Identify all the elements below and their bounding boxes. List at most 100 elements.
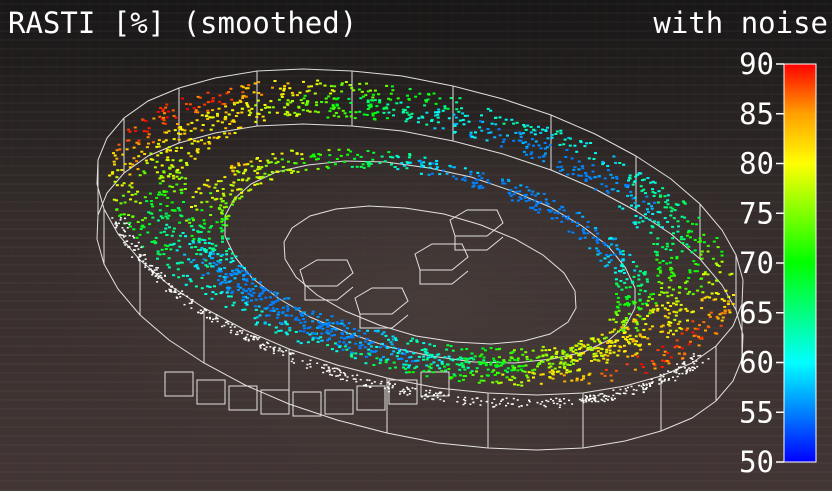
rasti-sample-point [234,255,238,258]
rasti-sample-point [427,365,431,368]
rasti-sample-point [423,350,427,353]
rasti-sample-point [283,297,286,300]
rasti-sample-point [425,364,429,367]
rasti-sample-point [333,85,337,88]
rasti-sample-point [367,348,371,351]
noise-point [549,398,552,400]
noise-point [354,378,357,380]
rasti-sample-point [367,104,371,107]
rasti-sample-point [127,190,131,193]
rasti-sample-point [172,190,176,193]
noise-point [584,395,587,397]
noise-point [301,360,304,362]
rasti-sample-point [426,356,430,359]
colorbar-tick-label: 85 [739,97,774,131]
rasti-sample-point [616,190,620,193]
rasti-sample-point [207,242,211,245]
rasti-sample-point [726,303,730,306]
rasti-sample-point [112,152,115,155]
rasti-sample-point [242,172,246,175]
rasti-sample-point [179,261,183,264]
rasti-sample-point [208,226,212,229]
rasti-sample-point [264,296,268,299]
rasti-sample-point [681,200,685,203]
rasti-sample-point [165,150,169,153]
rasti-sample-point [331,103,335,106]
rasti-sample-point [150,240,154,243]
rasti-sample-point [158,253,162,256]
noise-point [174,288,177,290]
noise-point [136,245,139,247]
rasti-sample-point [231,109,235,112]
noise-point [388,382,391,385]
rasti-sample-point [368,106,372,109]
rasti-sample-point [432,92,436,95]
rasti-sample-point [200,209,204,212]
rasti-sample-point [633,269,637,272]
rasti-sample-point [651,180,655,183]
rasti-sample-point [430,172,434,175]
rasti-sample-point [679,303,683,306]
rasti-sample-point [315,158,318,161]
noise-point [501,398,504,401]
rasti-sample-point [613,344,617,347]
rasti-sample-point [220,211,224,214]
noise-point [399,390,402,393]
rasti-sample-point [159,175,163,177]
rasti-sample-point [327,323,331,326]
rasti-sample-point [693,327,697,330]
rasti-sample-point [605,190,609,193]
rasti-sample-point [257,92,261,94]
rasti-sample-point [156,257,159,260]
noise-point [672,376,674,378]
rasti-sample-point [643,290,647,293]
rasti-sample-point [236,289,240,291]
rasti-sample-point [333,163,337,166]
rasti-sample-point [183,188,187,190]
rasti-sample-point [587,157,591,160]
rasti-sample-point [236,285,240,288]
rasti-sample-point [247,114,251,117]
noise-point [437,392,440,395]
noise-point [383,387,386,390]
rasti-sample-point [652,243,656,245]
rasti-sample-point [569,347,573,350]
rasti-sample-point [332,334,336,336]
rasti-sample-point [655,251,659,254]
rasti-sample-point [320,101,324,103]
rasti-sample-point [441,169,445,172]
rasti-sample-point [328,110,332,113]
rasti-sample-point [534,140,538,143]
rasti-sample-point [646,315,649,318]
rasti-sample-point [672,333,675,336]
rasti-sample-point [365,161,369,164]
noise-point [552,400,555,402]
rasti-sample-point [280,152,284,155]
rasti-sample-point [391,338,395,341]
rasti-sample-point [536,365,539,368]
rasti-sample-point [449,345,453,348]
rasti-sample-point [196,140,200,143]
rasti-sample-point [647,296,651,299]
rasti-sample-point [570,379,574,382]
rasti-sample-point [630,280,634,283]
rasti-sample-point [272,302,275,305]
noise-point [480,400,483,402]
rasti-sample-point [577,168,581,171]
rasti-sample-point [703,271,707,274]
rasti-sample-point [208,286,212,288]
rasti-sample-point [482,356,486,359]
rasti-sample-point [616,354,620,357]
rasti-sample-point [246,105,250,108]
rasti-sample-point [554,133,558,135]
rasti-sample-point [708,315,712,318]
rasti-sample-point [405,111,409,114]
rasti-sample-point [584,178,588,181]
rasti-sample-point [605,361,609,364]
rasti-sample-point [675,300,679,303]
rasti-sample-point [204,293,208,295]
rasti-sample-point [157,145,161,148]
rasti-sample-point [219,259,223,261]
rasti-sample-point [318,322,322,325]
noise-point [122,229,125,231]
